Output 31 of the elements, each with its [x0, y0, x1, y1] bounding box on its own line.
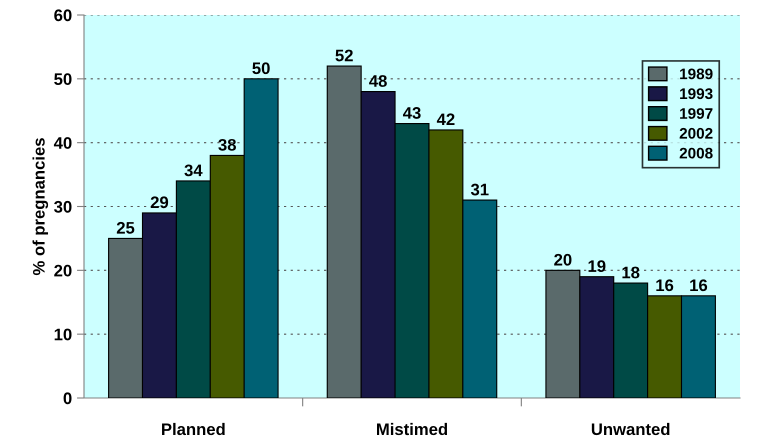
- data-label: 16: [656, 279, 674, 292]
- x-tick-label: Unwanted: [592, 422, 670, 436]
- data-label: 38: [218, 138, 236, 151]
- data-label: 29: [150, 196, 168, 208]
- y-tick-label: 40: [54, 137, 72, 149]
- data-label: 19: [588, 260, 606, 272]
- data-label: 31: [470, 184, 489, 196]
- y-tick-label: 10: [54, 328, 72, 340]
- y-tick-label: 30: [54, 200, 72, 213]
- data-label: 43: [402, 107, 421, 119]
- x-tick-label: Mistimed: [377, 422, 448, 436]
- data-label: 42: [436, 113, 454, 126]
- data-label: 25: [116, 222, 134, 234]
- y-tick-label: 0: [64, 392, 72, 404]
- y-tick-label: 50: [54, 73, 72, 86]
- legend-label: 2008: [680, 148, 713, 159]
- y-axis-title: % of pregnancies: [32, 138, 48, 276]
- legend-label: 1993: [680, 88, 713, 100]
- data-label: 50: [252, 62, 270, 74]
- data-label: 34: [184, 164, 203, 176]
- data-label: 20: [554, 254, 572, 266]
- data-label: 18: [622, 266, 640, 278]
- y-tick-label: 60: [54, 9, 72, 22]
- legend-label: 1997: [680, 108, 712, 119]
- x-tick-label: Planned: [162, 422, 225, 436]
- y-tick-label: 20: [54, 264, 72, 277]
- data-label: 48: [369, 75, 387, 87]
- legend-label: 1989: [680, 68, 713, 80]
- legend-label: 2002: [680, 128, 713, 139]
- data-label: 52: [335, 50, 353, 62]
- data-label: 16: [690, 279, 708, 292]
